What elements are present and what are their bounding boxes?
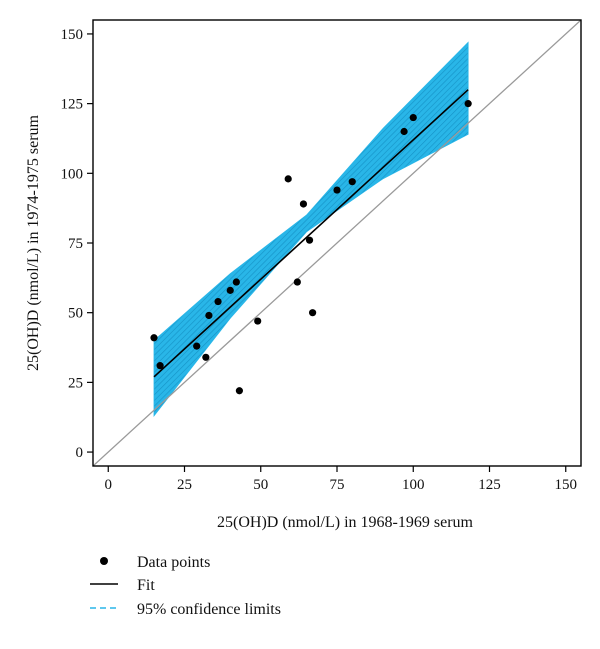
data-point	[348, 178, 356, 186]
x-tick-label: 100	[402, 477, 425, 493]
data-point	[400, 127, 408, 136]
y-tick-label: 75	[68, 236, 83, 252]
data-point	[409, 113, 417, 122]
legend-label-data-points: Data points	[137, 554, 210, 571]
legend-label-fit: Fit	[137, 577, 155, 594]
y-tick-label: 50	[68, 306, 83, 322]
x-tick-label: 25	[177, 477, 192, 493]
legend-label-confidence: 95% confidence limits	[137, 601, 281, 618]
axes: 0 25 50 75 100 125 150 0 25 50 75 100 125 150	[61, 19, 582, 493]
confidence-band	[153, 41, 469, 417]
legend: Data points Fit 95% confidence limits	[90, 554, 281, 618]
data-point	[309, 309, 317, 317]
plot-clip-group	[93, 20, 581, 466]
data-point	[232, 278, 240, 286]
data-point	[464, 100, 472, 108]
y-tick-label: 100	[61, 166, 84, 182]
data-point	[284, 175, 292, 183]
data-point	[254, 317, 262, 325]
y-axis-label: 25(OH)D (nmol/L) in 1974-1975 serum	[25, 114, 42, 371]
data-point	[193, 342, 201, 350]
plot-area	[93, 20, 581, 466]
data-point	[150, 334, 158, 342]
x-tick-label: 150	[555, 477, 578, 493]
data-point	[214, 297, 222, 306]
data-point	[202, 353, 210, 361]
data-point	[226, 286, 234, 294]
identity-line	[93, 20, 581, 466]
data-point	[305, 236, 314, 244]
data-point	[235, 387, 243, 395]
x-tick-label: 75	[330, 477, 345, 493]
fit-line	[153, 89, 469, 378]
y-tick-label: 25	[68, 375, 83, 391]
x-tick-label: 0	[105, 477, 113, 493]
y-tick-label: 150	[61, 27, 84, 43]
data-point	[205, 311, 213, 320]
x-axis-label: 25(OH)D (nmol/L) in 1968-1969 serum	[217, 514, 474, 531]
y-tick-label: 125	[61, 97, 84, 113]
data-point	[333, 186, 341, 194]
data-point	[299, 200, 308, 208]
data-point	[156, 362, 164, 370]
data-point	[293, 278, 301, 286]
legend-marker-data-points	[100, 557, 108, 565]
y-tick-label: 0	[76, 445, 84, 461]
x-tick-label: 125	[478, 477, 501, 493]
x-tick-label: 50	[253, 477, 268, 493]
